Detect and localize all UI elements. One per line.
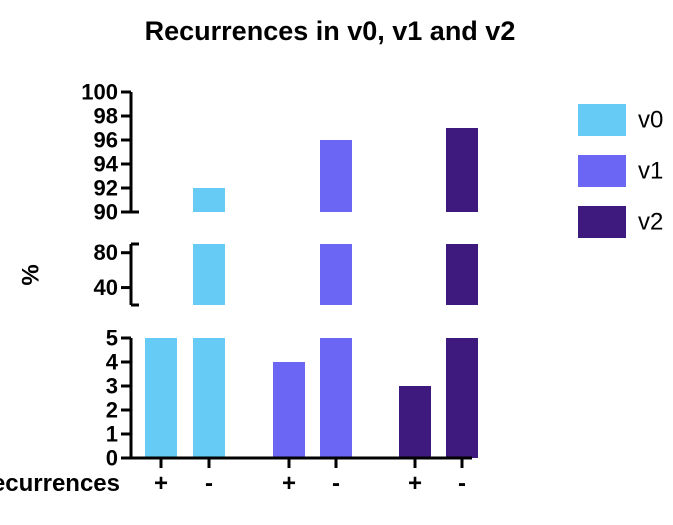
bar-v1-plus: [273, 362, 305, 458]
bar-v0-minus: [193, 244, 225, 305]
legend-swatch-v0: [578, 104, 626, 136]
bar-v2-minus: [446, 244, 478, 305]
x-tick-label: +: [154, 470, 168, 497]
legend-label-v2: v2: [638, 209, 663, 236]
y-tick-label: 100: [81, 80, 118, 105]
x-tick-label: -: [332, 470, 340, 497]
y-tick-label: 1: [106, 422, 118, 447]
y-tick-label: 94: [94, 152, 119, 177]
y-tick-label: 4: [106, 350, 119, 375]
y-tick-label: 96: [94, 128, 118, 153]
y-tick-label: 80: [94, 240, 118, 265]
y-tick-label: 3: [106, 374, 118, 399]
bar-v1-minus: [320, 244, 352, 305]
bar-v1-minus: [320, 140, 352, 212]
x-tick-label: -: [458, 470, 466, 497]
x-axis-label: Recurrences: [0, 470, 120, 497]
bar-v0-minus: [193, 188, 225, 212]
bar-v0-minus: [193, 338, 225, 458]
bar-v1-minus: [320, 338, 352, 458]
legend: v0 v1 v2: [578, 104, 663, 238]
y-tick-label: 92: [94, 176, 118, 201]
legend-swatch-v1: [578, 155, 626, 187]
y-tick-label: 2: [106, 398, 118, 423]
y-tick-label: 5: [106, 326, 118, 351]
bar-v0-plus: [145, 338, 177, 458]
legend-swatch-v2: [578, 206, 626, 238]
y-axis-label: %: [17, 264, 44, 285]
y-tick-label: 0: [106, 446, 118, 471]
x-axis: + - + - + -: [131, 456, 472, 497]
x-tick-label: +: [408, 470, 422, 497]
bar-v2-plus: [399, 386, 431, 458]
chart-title: Recurrences in v0, v1 and v2: [145, 16, 516, 46]
y-tick-label: 90: [94, 200, 118, 225]
x-tick-label: -: [205, 470, 213, 497]
y-tick-label: 40: [94, 275, 118, 300]
legend-label-v0: v0: [638, 107, 663, 134]
bar-v2-minus: [446, 338, 478, 458]
legend-label-v1: v1: [638, 158, 663, 185]
bar-v2-minus: [446, 128, 478, 212]
y-tick-label: 98: [94, 104, 118, 129]
x-tick-label: +: [282, 470, 296, 497]
bars: [145, 128, 478, 458]
